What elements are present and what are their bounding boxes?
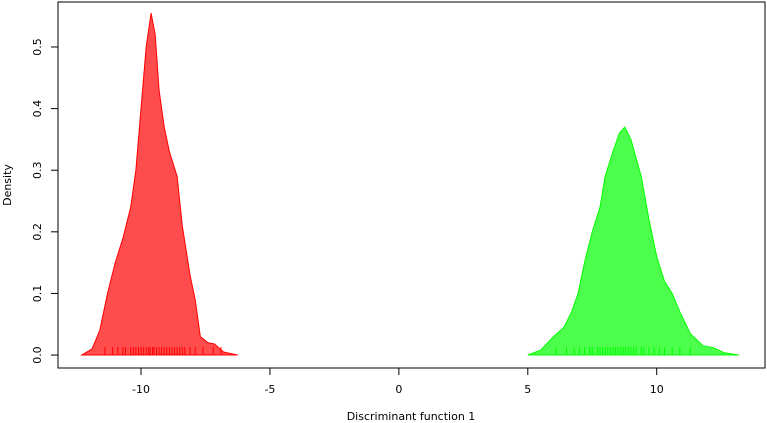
plot-frame [57,1,766,369]
x-tick-label: -10 [132,383,150,396]
x-axis-label: Discriminant function 1 [347,410,476,423]
density-area [527,126,740,356]
y-tick-label: 0.5 [31,38,44,56]
x-tick-label: 0 [395,383,402,396]
y-tick-label: 0.3 [31,161,44,179]
y-tick-label: 0.1 [31,285,44,303]
y-axis-label: Density [1,164,14,206]
y-tick-label: 0.0 [31,346,44,364]
x-tick-label: 10 [650,383,664,396]
x-tick-label: -5 [264,383,275,396]
y-tick-label: 0.4 [31,100,44,118]
y-tick-label: 0.2 [31,223,44,241]
density-area [79,12,239,356]
x-tick-label: 5 [524,383,531,396]
